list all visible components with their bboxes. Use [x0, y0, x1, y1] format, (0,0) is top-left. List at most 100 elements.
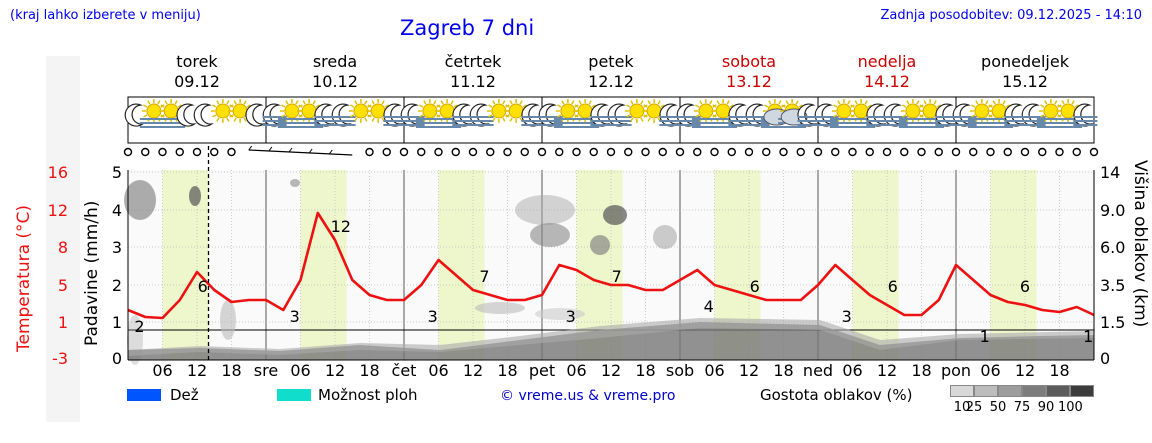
day-date-5: 14.12: [864, 72, 910, 91]
sun-ray: [992, 100, 996, 105]
temp-tick: 1: [58, 313, 68, 332]
wind-row: [123, 145, 1099, 157]
sun-ray: [1040, 104, 1045, 108]
sun-ray: [243, 100, 247, 105]
sun-ray: [177, 104, 182, 108]
sun-ray: [281, 114, 286, 118]
sun-ray: [712, 104, 717, 108]
calm-wind-marker: [727, 147, 736, 157]
sun-ray: [729, 104, 734, 108]
low-cloud-band: [128, 322, 1094, 360]
calm-wind-marker: [951, 147, 961, 157]
calm-wind-marker: [1072, 147, 1081, 157]
x-tick-label: 06: [152, 361, 172, 380]
sun-ray: [488, 114, 493, 118]
x-axis-labels: 06 12 18 sre 06 12 18 čet 06 12 18 pet 06 12 18 sob 06 12…: [152, 361, 1069, 380]
day-date-0: 09.12: [174, 72, 220, 91]
credit-link[interactable]: © vreme.us & vreme.pro: [500, 388, 676, 404]
x-tick-label: 06: [428, 361, 448, 380]
sun-ray: [561, 100, 565, 105]
calm-wind-marker: [710, 147, 719, 157]
x-tick-label: 06: [980, 361, 1000, 380]
daylight-band-6: [990, 170, 1037, 360]
sun-ray: [285, 100, 289, 105]
cloud-height-tick: 3.5: [1100, 276, 1125, 295]
day-name-0: torek: [176, 52, 218, 71]
density-swatch: [1022, 385, 1046, 397]
calm-wind-marker: [641, 147, 650, 157]
sun-ray: [519, 100, 523, 105]
sun-ray: [354, 100, 358, 105]
precip-tick: 2: [112, 276, 122, 295]
sun-ray: [1044, 100, 1048, 105]
sun-ray: [902, 104, 907, 108]
sun-ray: [440, 100, 444, 105]
sun-ray: [281, 104, 286, 108]
sun-disc: [629, 103, 645, 119]
sun-ray: [160, 104, 165, 108]
sun-ray: [419, 104, 424, 108]
sun-ray: [143, 104, 148, 108]
left-strip: [46, 56, 80, 422]
sun-disc: [646, 103, 662, 119]
wind-barb: [248, 145, 253, 151]
cloud-density-label: Gostota oblakov (%): [760, 386, 913, 404]
sun-ray: [233, 100, 237, 105]
sun-ray: [768, 100, 772, 105]
sun-ray: [833, 104, 838, 108]
sun-ray: [916, 100, 920, 105]
x-tick-label: 12: [187, 361, 207, 380]
cloud-height-tick: 0: [1100, 349, 1110, 368]
calm-wind-marker: [986, 147, 995, 157]
x-tick-label: 18: [635, 361, 655, 380]
sun-ray: [798, 104, 803, 108]
calm-wind-marker: [382, 147, 391, 157]
calm-wind-marker: [900, 147, 909, 157]
density-swatch: [950, 385, 974, 397]
wind-barb: [308, 148, 313, 154]
density-swatch: [1046, 385, 1070, 397]
sun-disc: [991, 103, 1007, 119]
sun-ray: [164, 100, 168, 105]
sun-ray: [785, 100, 789, 105]
sun-ray: [423, 100, 427, 105]
day-date-3: 12.12: [588, 72, 634, 91]
sun-fog-icon: [847, 99, 876, 128]
calm-wind-marker: [848, 147, 857, 157]
sun-ray: [160, 114, 165, 118]
sun-ray: [505, 104, 510, 108]
weather-icons: [124, 99, 1098, 128]
calm-wind-marker: [141, 147, 150, 157]
sun-ray: [229, 114, 234, 118]
sun-ray: [226, 100, 230, 105]
sun-ray: [364, 117, 368, 122]
density-swatch: [1070, 385, 1094, 397]
day-date-4: 13.12: [726, 72, 772, 91]
sun-ray: [364, 100, 368, 105]
calm-wind-marker: [589, 147, 598, 157]
x-tick-label: 18: [773, 361, 793, 380]
calm-wind-marker: [762, 147, 771, 157]
sun-ray: [574, 104, 579, 108]
sun-ray: [695, 104, 700, 108]
x-tick-label: sob: [666, 361, 694, 380]
sun-ray: [226, 117, 230, 122]
sun-ray: [492, 100, 496, 105]
calm-wind-marker: [365, 147, 374, 157]
sun-ray: [630, 117, 634, 122]
calm-wind-marker: [434, 147, 443, 157]
sun-ray: [212, 104, 217, 108]
precip-tick: 0: [112, 349, 122, 368]
sun-ray: [371, 100, 375, 105]
x-tick-label: 18: [1049, 361, 1069, 380]
calm-wind-marker: [520, 147, 529, 157]
sun-ray: [709, 100, 713, 105]
calm-wind-marker: [744, 147, 754, 157]
sun-ray: [295, 100, 299, 105]
cloud-height-tick: 6.0: [1100, 238, 1125, 257]
calm-wind-marker: [1003, 147, 1012, 157]
sun-fog-icon: [967, 99, 996, 128]
sun-ray: [350, 104, 355, 108]
sun-ray: [502, 117, 506, 122]
right-axis-ticks: 14 9.0 6.0 3.5 1.5 0: [1100, 163, 1125, 368]
